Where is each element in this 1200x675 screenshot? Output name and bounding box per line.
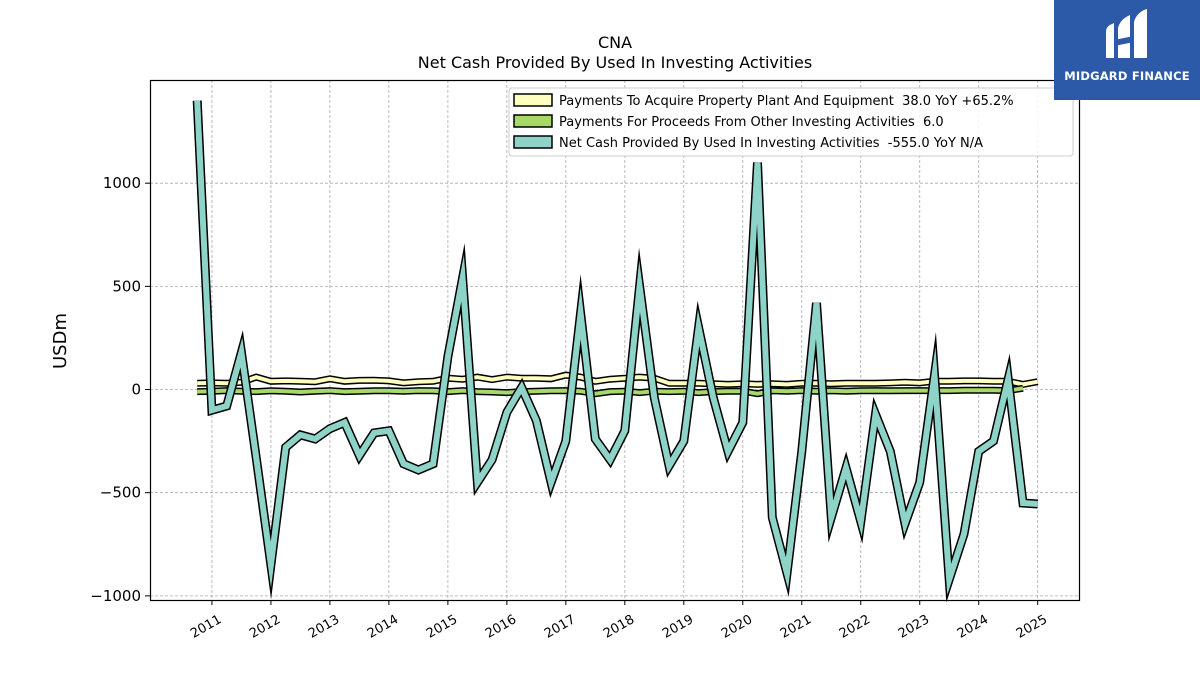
chart-subtitle: Net Cash Provided By Used In Investing A… — [418, 53, 812, 72]
chart-title: CNA — [598, 33, 632, 52]
grid-lines — [150, 80, 1079, 600]
legend-label-capex: Payments To Acquire Property Plant And E… — [559, 94, 1014, 109]
x-axis-ticks: 2011 2012 2013 2014 2015 2016 2017 2018 2019 2020… — [188, 600, 1050, 642]
x-tick-label: 2025 — [1014, 612, 1050, 642]
x-tick-label: 2022 — [837, 612, 873, 642]
plot-frame — [149, 79, 1081, 602]
y-tick-label: 500 — [112, 277, 141, 295]
legend-swatch-other — [513, 114, 553, 128]
x-tick-label: 2021 — [778, 612, 814, 642]
series-line-net-investing — [194, 100, 1038, 595]
legend-label-net: Net Cash Provided By Used In Investing A… — [559, 136, 983, 151]
midgard-logo-icon — [1106, 9, 1147, 58]
x-tick-label: 2013 — [306, 612, 342, 642]
x-tick-label: 2012 — [247, 612, 283, 642]
y-tick-label: −500 — [100, 484, 141, 502]
y-tick-label: −1000 — [90, 587, 141, 605]
series-layer — [192, 100, 1039, 603]
y-axis-label: USDm — [50, 313, 71, 369]
brand-logo: MIDGARD FINANCE — [1054, 0, 1200, 100]
legend-box — [508, 87, 1074, 157]
x-tick-label: 2018 — [601, 612, 637, 642]
y-tick-label: 0 — [131, 381, 141, 399]
series-line-other-investing — [197, 386, 1024, 396]
y-axis-ticks: −1000 −500 0 500 1000 — [90, 174, 150, 605]
x-tick-label: 2023 — [896, 612, 932, 642]
x-tick-label: 2020 — [719, 612, 755, 642]
legend-swatch-capex — [513, 93, 553, 107]
x-tick-label: 2015 — [424, 612, 460, 642]
x-tick-label: 2016 — [483, 612, 519, 642]
legend-swatch-net — [513, 135, 553, 149]
x-tick-label: 2014 — [365, 612, 401, 642]
series-line-capex — [197, 373, 1039, 387]
brand-name: MIDGARD FINANCE — [1064, 69, 1190, 83]
legend-label-other: Payments For Proceeds From Other Investi… — [559, 115, 944, 130]
legend: Payments To Acquire Property Plant And E… — [508, 87, 1074, 157]
x-tick-label: 2011 — [188, 612, 224, 642]
x-tick-label: 2019 — [660, 612, 696, 642]
x-tick-label: 2017 — [542, 612, 578, 642]
y-tick-label: 1000 — [103, 174, 141, 192]
x-tick-label: 2024 — [955, 612, 991, 642]
